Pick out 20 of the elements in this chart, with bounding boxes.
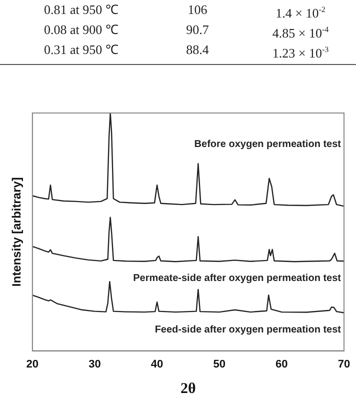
text: 4.85 × 10$^{-4}$ bbox=[271, 24, 330, 40]
text: 0.08 at 900 ℃ bbox=[43, 21, 120, 39]
text: 0.81 at 950 ℃ bbox=[43, 1, 120, 19]
x-tick-label: 20 bbox=[26, 358, 39, 370]
text: 88.4 bbox=[185, 41, 210, 59]
text: 90.7 bbox=[185, 21, 210, 39]
text: 1.23 × 10$^{-3}$ bbox=[271, 44, 330, 60]
x-tick-label: 60 bbox=[276, 358, 288, 370]
x-axis-title: 2θ bbox=[180, 380, 196, 397]
x-tick-label: 30 bbox=[88, 358, 101, 370]
text: 1.4 × 10$^{-2}$ bbox=[274, 4, 326, 20]
series-label: Before oxygen permeation test bbox=[194, 138, 342, 150]
x-tick-label: 70 bbox=[338, 358, 350, 370]
text: 0.31 at 950 ℃ bbox=[43, 41, 120, 59]
x-tick-label: 50 bbox=[213, 358, 226, 370]
series-label: Permeate-side after oxygen permeation test bbox=[133, 272, 342, 284]
y-axis-title: Intensity [arbitrary] bbox=[10, 177, 24, 287]
text: 106 bbox=[186, 1, 208, 19]
x-tick-label: 40 bbox=[150, 358, 164, 370]
series-label: Feed-side after oxygen permeation test bbox=[154, 324, 342, 336]
